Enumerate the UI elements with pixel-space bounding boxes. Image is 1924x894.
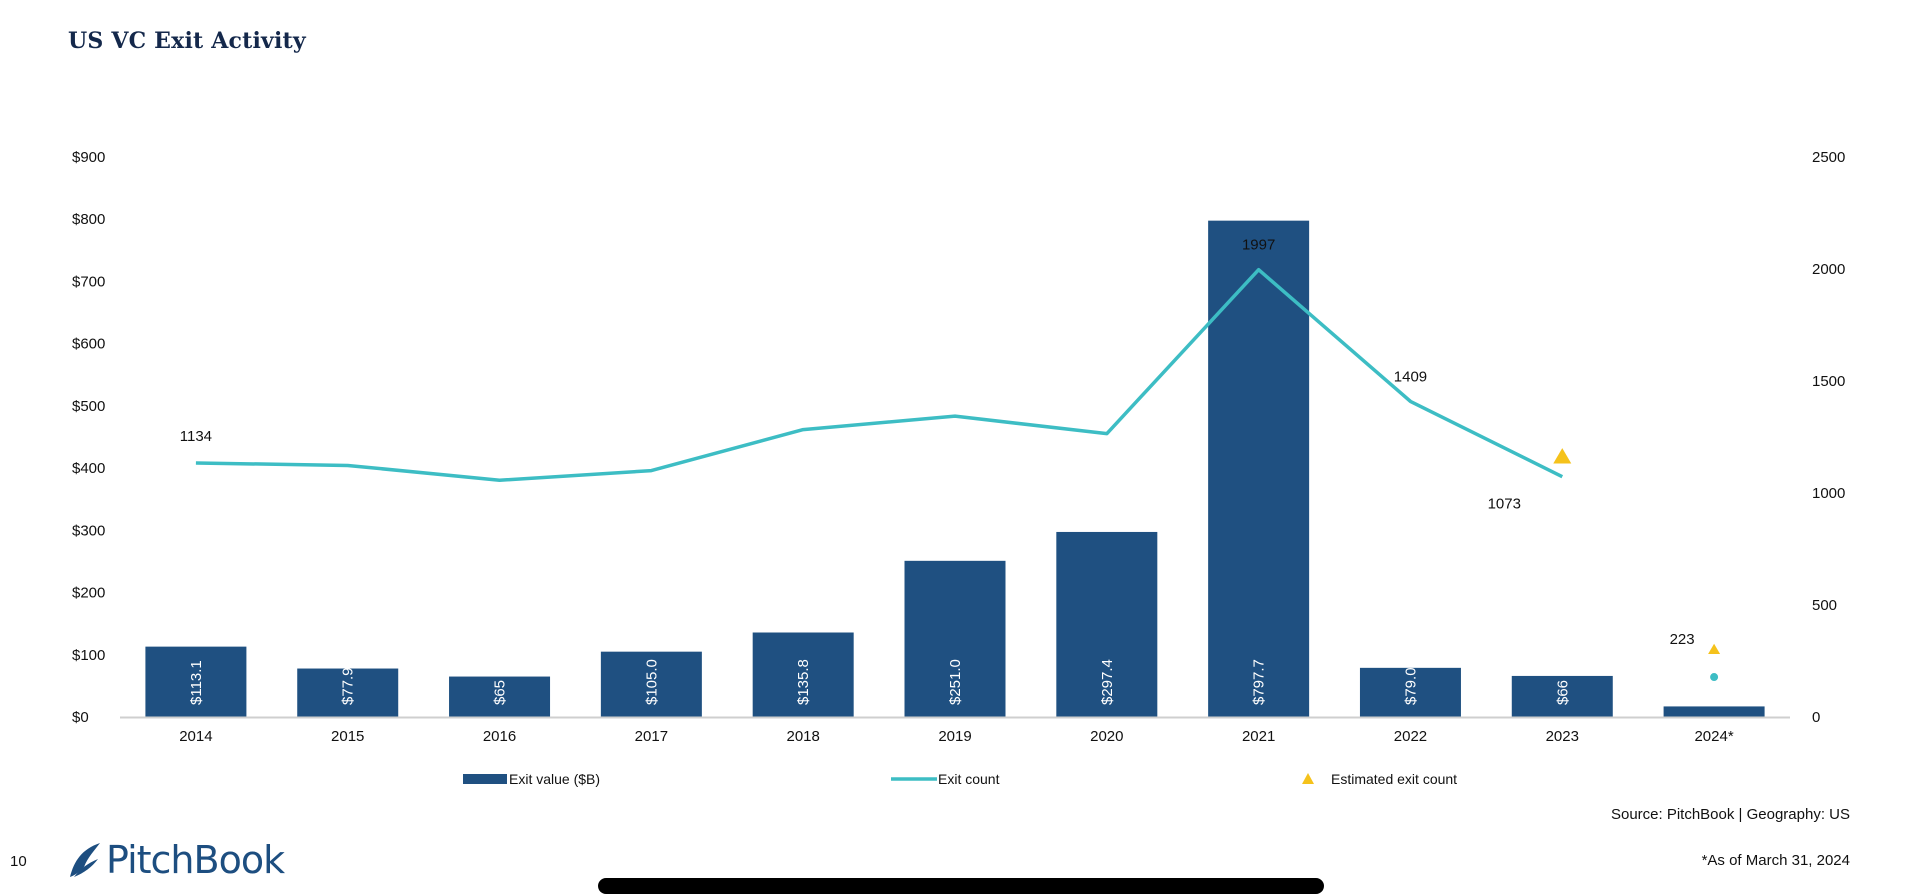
x-tick-label: 2018 [786, 728, 819, 745]
bar-value-label: $17 [1706, 680, 1723, 705]
y-right-tick-label: 2500 [1812, 149, 1845, 166]
point-label: 1134 [180, 428, 212, 445]
pitchbook-logo: PitchBook [68, 838, 285, 882]
exit-count-line [195, 267, 1564, 482]
legend-swatch-estimated [1302, 773, 1314, 784]
bar [1208, 220, 1310, 718]
point-label: 1997 [1242, 237, 1275, 254]
point-label: 223 [1670, 631, 1695, 648]
exit-count-point [1710, 673, 1719, 682]
y-left-tick-label: $400 [72, 460, 105, 477]
y-left-tick-label: $500 [72, 398, 105, 415]
estimated-exit-marker [1553, 448, 1572, 464]
bar-value-label: $297.4 [1099, 659, 1116, 705]
bar-value-label: $105.0 [643, 659, 660, 705]
bar [1511, 675, 1613, 717]
y-left-tick-label: $600 [72, 336, 105, 353]
point-label: 1409 [1394, 368, 1427, 385]
x-tick-label: 2021 [1242, 728, 1275, 745]
legend-label-exit-count: Exit count [938, 771, 1000, 787]
x-tick-label: 2020 [1090, 728, 1123, 745]
bar [1056, 531, 1158, 717]
bar [904, 560, 1006, 717]
legend-label-estimated: Estimated exit count [1331, 771, 1457, 787]
bar-value-label: $65 [492, 680, 509, 705]
x-tick-label: 2014 [179, 728, 212, 745]
source-note: Source: PitchBook | Geography: US [1610, 806, 1850, 823]
bar-value-label: $113.1 [188, 660, 205, 705]
bar-value-label: $135.8 [795, 659, 812, 705]
y-left-tick-label: $300 [72, 522, 105, 539]
bar-value-label: $797.7 [1251, 659, 1268, 705]
y-right-tick-label: 0 [1812, 709, 1820, 726]
y-left-tick-label: $200 [72, 585, 105, 602]
x-tick-label: 2016 [483, 728, 516, 745]
y-left-tick-label: $0 [72, 709, 89, 726]
x-tick-label: 2023 [1546, 728, 1579, 745]
bar [297, 668, 399, 717]
pitchbook-leaf-icon [70, 843, 100, 877]
page-title: US VC Exit Activity [68, 28, 306, 54]
legend-label-exit-value: Exit value ($B) [509, 771, 600, 787]
page-number: 10 [10, 853, 27, 870]
bar [1663, 706, 1765, 717]
bar-value-label: $251.0 [947, 659, 964, 705]
bar [752, 632, 854, 717]
horizontal-scrollbar[interactable] [598, 878, 1324, 894]
y-right-tick-label: 1000 [1812, 485, 1845, 502]
x-tick-label: 2019 [938, 728, 971, 745]
bar [145, 646, 247, 717]
y-right-tick-label: 1500 [1812, 373, 1845, 390]
estimated-exit-marker [1708, 643, 1721, 654]
bar [600, 651, 702, 717]
y-left-tick-label: $900 [72, 149, 105, 166]
y-left-tick-label: $700 [72, 273, 105, 290]
bar [449, 676, 551, 717]
y-left-tick-label: $800 [72, 211, 105, 228]
y-left-tick-label: $100 [72, 647, 105, 664]
bar-value-label: $79.0 [1402, 667, 1419, 705]
x-tick-label: 2024* [1694, 728, 1733, 745]
point-label: 1073 [1488, 496, 1521, 513]
x-tick-label: 2015 [331, 728, 364, 745]
bar-value-label: $66 [1554, 680, 1571, 705]
y-right-tick-label: 2000 [1812, 261, 1845, 278]
y-right-tick-label: 500 [1812, 597, 1837, 614]
x-tick-label: 2022 [1394, 728, 1427, 745]
legend-swatch-exit-value [463, 774, 507, 784]
logo-wordmark: PitchBook [106, 838, 285, 882]
bar-value-label: $77.9 [340, 667, 357, 705]
x-tick-label: 2017 [635, 728, 668, 745]
bar [1359, 667, 1461, 717]
as-of-note: *As of March 31, 2024 [1701, 852, 1850, 869]
